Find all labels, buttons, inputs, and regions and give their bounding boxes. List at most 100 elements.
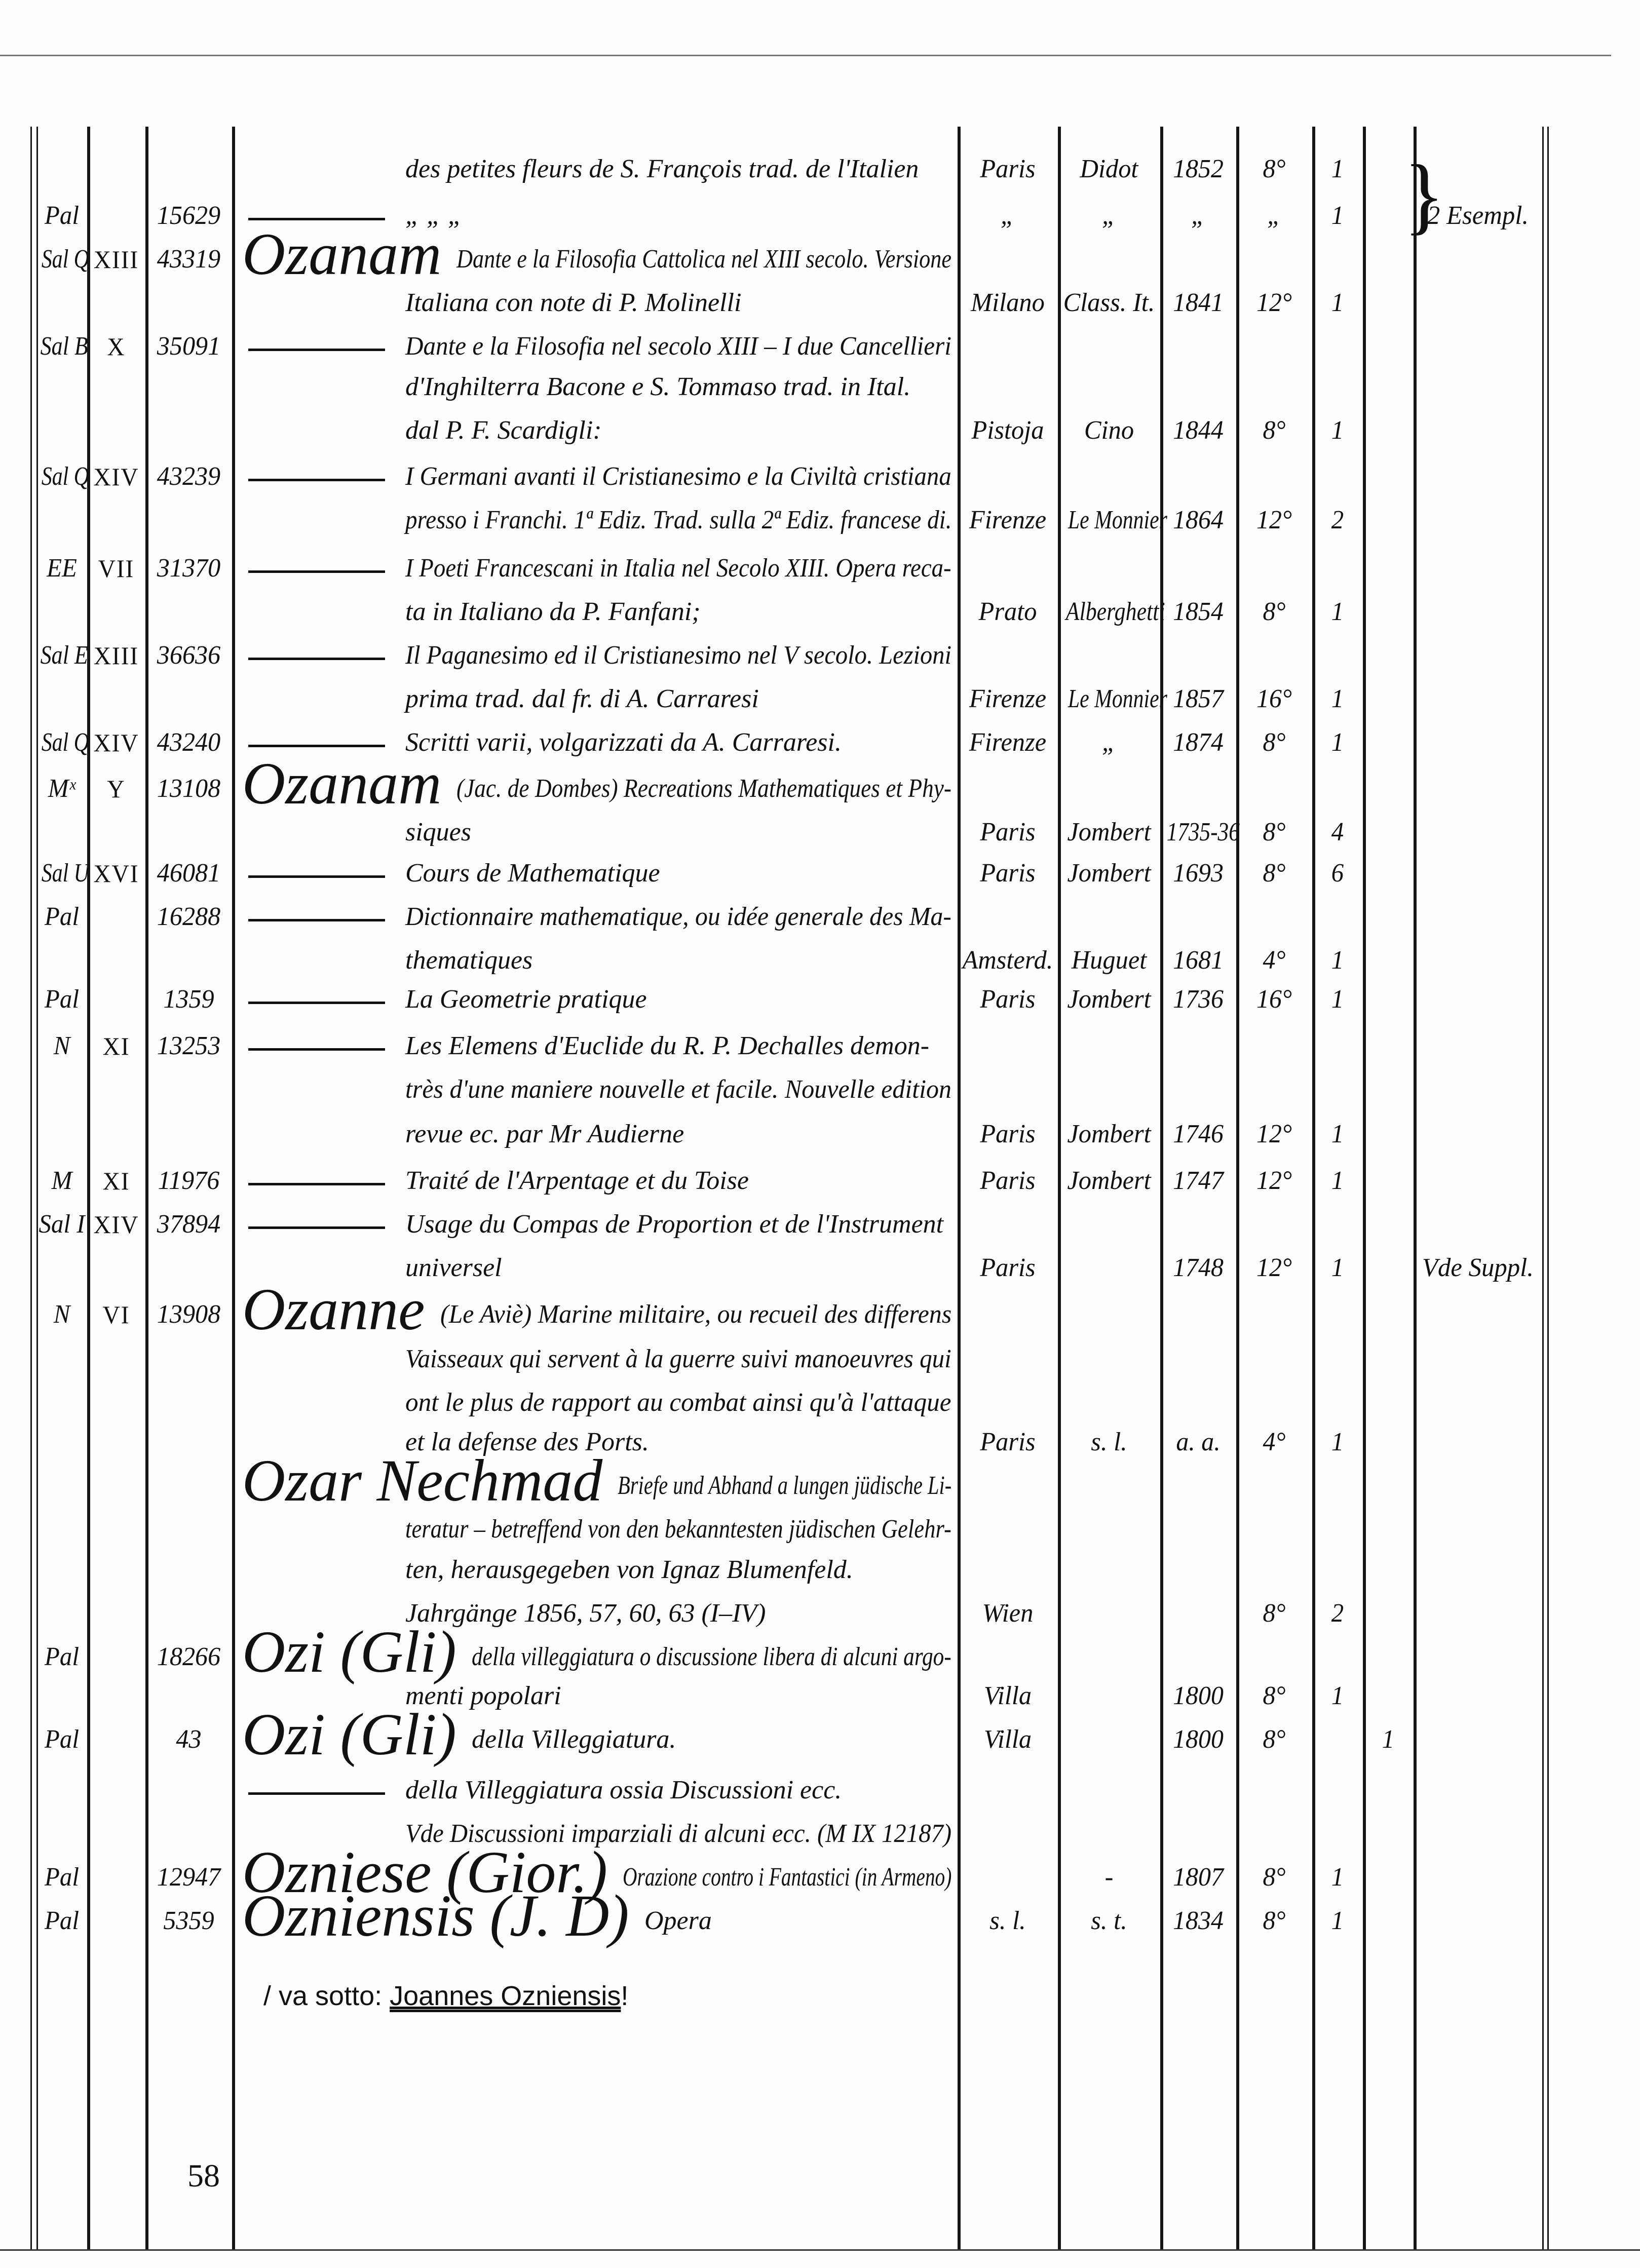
entry-copies: 1: [1331, 985, 1344, 1014]
entry-shelf: Sal E: [40, 641, 88, 670]
title-line: et la defense des Ports.: [405, 1428, 649, 1456]
title-line: Orazione contro i Fantastici (in Armeno): [623, 1863, 952, 1892]
entry-copies: 1: [1331, 288, 1344, 317]
entry-author: Ozniensis (J. D): [242, 1882, 629, 1949]
entry-format: 8°: [1263, 155, 1286, 183]
title-line: ta in Italiano da P. Fanfani;: [405, 597, 701, 626]
entry-year: 1841: [1173, 288, 1224, 317]
title-line: I Poeti Francescani in Italia nel Secolo…: [405, 554, 951, 583]
entry-publisher: -: [1104, 1863, 1114, 1892]
entry-year: 1807: [1173, 1863, 1224, 1892]
page-number: 58: [187, 2158, 220, 2194]
entry-format: 8°: [1263, 597, 1286, 626]
title-line: Vaisseaux qui servent à la guerre suivi …: [405, 1344, 951, 1373]
entry-number: 35091: [157, 332, 221, 361]
entry-copies: 1: [1331, 597, 1344, 626]
entry-city: Villa: [983, 1681, 1032, 1710]
entry-city: Paris: [980, 818, 1036, 847]
entry-class: XIII: [93, 641, 139, 670]
title-line: della Villeggiatura.: [472, 1725, 676, 1754]
entry-city: Paris: [980, 859, 1036, 888]
entry-publisher: „: [1101, 201, 1117, 230]
title-line: „ „ „: [405, 201, 463, 230]
entry-number: 15629: [157, 201, 221, 230]
entry-shelf: Sal B: [40, 332, 88, 361]
title-line: della Villeggiatura ossia Discussioni ec…: [405, 1776, 842, 1804]
entry-year: „: [1191, 201, 1205, 230]
entry-class: XIV: [93, 463, 139, 491]
entry-publisher: Class. It.: [1063, 288, 1155, 317]
entry-extra: 1: [1382, 1725, 1395, 1754]
column-divider: [958, 127, 961, 2249]
title-line: Opera: [644, 1906, 712, 1935]
entry-format: „: [1267, 201, 1281, 230]
column-divider: [145, 127, 148, 2249]
entry-year: 1800: [1173, 1725, 1224, 1754]
entry-shelf: Pal: [45, 985, 79, 1014]
entry-year: 1864: [1173, 506, 1224, 534]
entry-number: 43239: [157, 462, 221, 491]
entry-copies: 1: [1331, 728, 1344, 757]
entry-format: 8°: [1263, 1681, 1286, 1710]
entry-publisher: Jombert: [1067, 1120, 1151, 1148]
entry-author: Ozanne: [242, 1276, 425, 1342]
ditto-dash-line: [248, 570, 385, 573]
ditto-dash-line: [248, 658, 385, 660]
entry-number: 31370: [157, 554, 221, 583]
title-line: I Germani avanti il Cristianesimo e la C…: [405, 462, 951, 491]
entry-publisher: Jombert: [1067, 818, 1151, 847]
ditto-dash-line: [248, 1002, 385, 1004]
entry-city: Prato: [978, 597, 1037, 626]
entry-copies: 1: [1331, 1863, 1344, 1892]
entry-number: 46081: [157, 859, 221, 888]
entry-format: 8°: [1263, 1599, 1286, 1628]
entry-number: 37894: [157, 1210, 221, 1239]
margin-line: [36, 127, 38, 2249]
entry-city: Paris: [980, 1428, 1036, 1456]
entry-format: 12°: [1256, 288, 1292, 317]
entry-city: Paris: [980, 985, 1036, 1014]
column-divider: [1236, 127, 1239, 2249]
entry-publisher: Jombert: [1067, 859, 1151, 888]
margin-line: [30, 127, 32, 2249]
entry-number: 13108: [157, 774, 221, 803]
entry-year: 1693: [1173, 859, 1224, 888]
entry-format: 12°: [1256, 1166, 1292, 1195]
entry-city: Firenze: [969, 684, 1047, 713]
cross-reference-prefix: / va sotto:: [263, 1981, 383, 2011]
entry-city: Villa: [983, 1725, 1032, 1754]
entry-year: 1874: [1173, 728, 1224, 757]
entry-author: Ozi (Gli): [242, 1701, 456, 1767]
entry-format: 8°: [1263, 416, 1286, 445]
entry-copies: 1: [1331, 1166, 1344, 1195]
entry-copies: 4: [1331, 818, 1344, 847]
title-line: revue ec. par Mr Audierne: [405, 1120, 684, 1148]
title-line: Cours de Mathematique: [405, 859, 660, 888]
entry-class: VI: [102, 1300, 130, 1329]
entry-shelf: Sal I: [39, 1210, 85, 1239]
title-line: Il Paganesimo ed il Cristianesimo nel V …: [405, 641, 951, 670]
title-line: Usage du Compas de Proportion et de l'In…: [405, 1210, 944, 1239]
entry-copies: 1: [1331, 1253, 1344, 1282]
entry-publisher: Le Monnier: [1067, 506, 1167, 534]
entry-author: Ozi (Gli): [242, 1619, 456, 1685]
entry-copies: 1: [1331, 684, 1344, 713]
entry-year: 1681: [1173, 946, 1224, 975]
entry-year: 1854: [1173, 597, 1224, 626]
entry-publisher: Alberghetti: [1065, 597, 1165, 626]
entry-author: Ozanam: [242, 750, 442, 817]
entry-publisher: Le Monnier: [1067, 684, 1167, 713]
entry-copies: 1: [1331, 416, 1344, 445]
entry-city: Wien: [982, 1599, 1034, 1628]
entry-copies: 1: [1331, 1681, 1344, 1710]
title-line: des petites fleurs de S. François trad. …: [405, 155, 919, 183]
entry-copies: 6: [1331, 859, 1344, 888]
entry-publisher: Huguet: [1071, 946, 1147, 975]
ditto-dash-line: [248, 745, 385, 747]
entry-year: 1746: [1173, 1120, 1224, 1148]
entry-class: XIV: [93, 728, 139, 757]
entry-shelf: Sal Q: [41, 462, 89, 491]
entry-publisher: „: [1101, 728, 1117, 757]
top-rule: [0, 55, 1611, 56]
entry-shelf: Pal: [45, 1863, 79, 1892]
